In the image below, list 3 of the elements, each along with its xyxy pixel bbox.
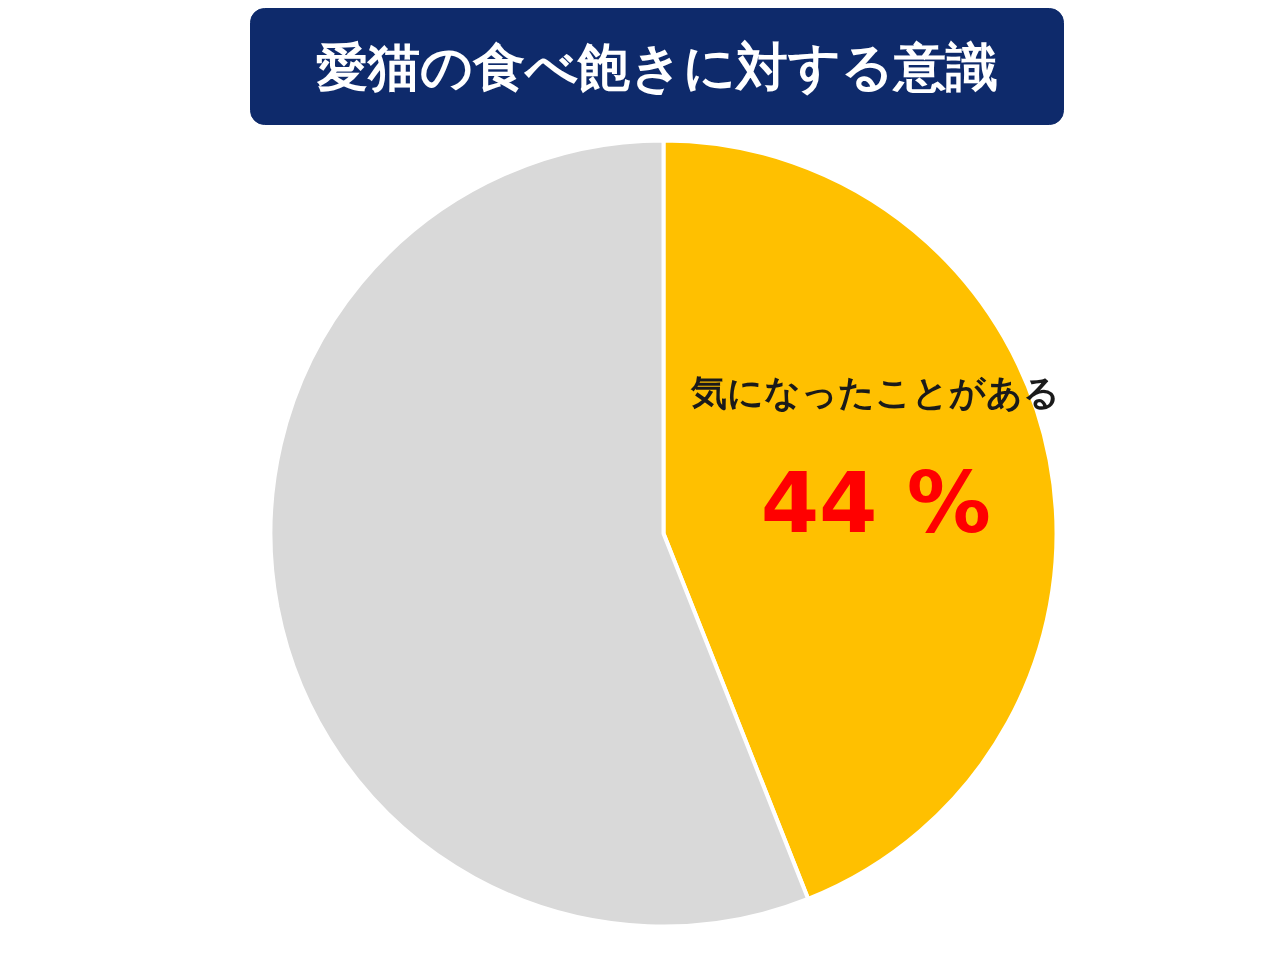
data-label: 44 % xyxy=(760,454,991,552)
slice-label: 気になったことがある xyxy=(690,372,1061,414)
chart-title: 愛猫の食べ飽きに対する意識 xyxy=(315,36,998,97)
